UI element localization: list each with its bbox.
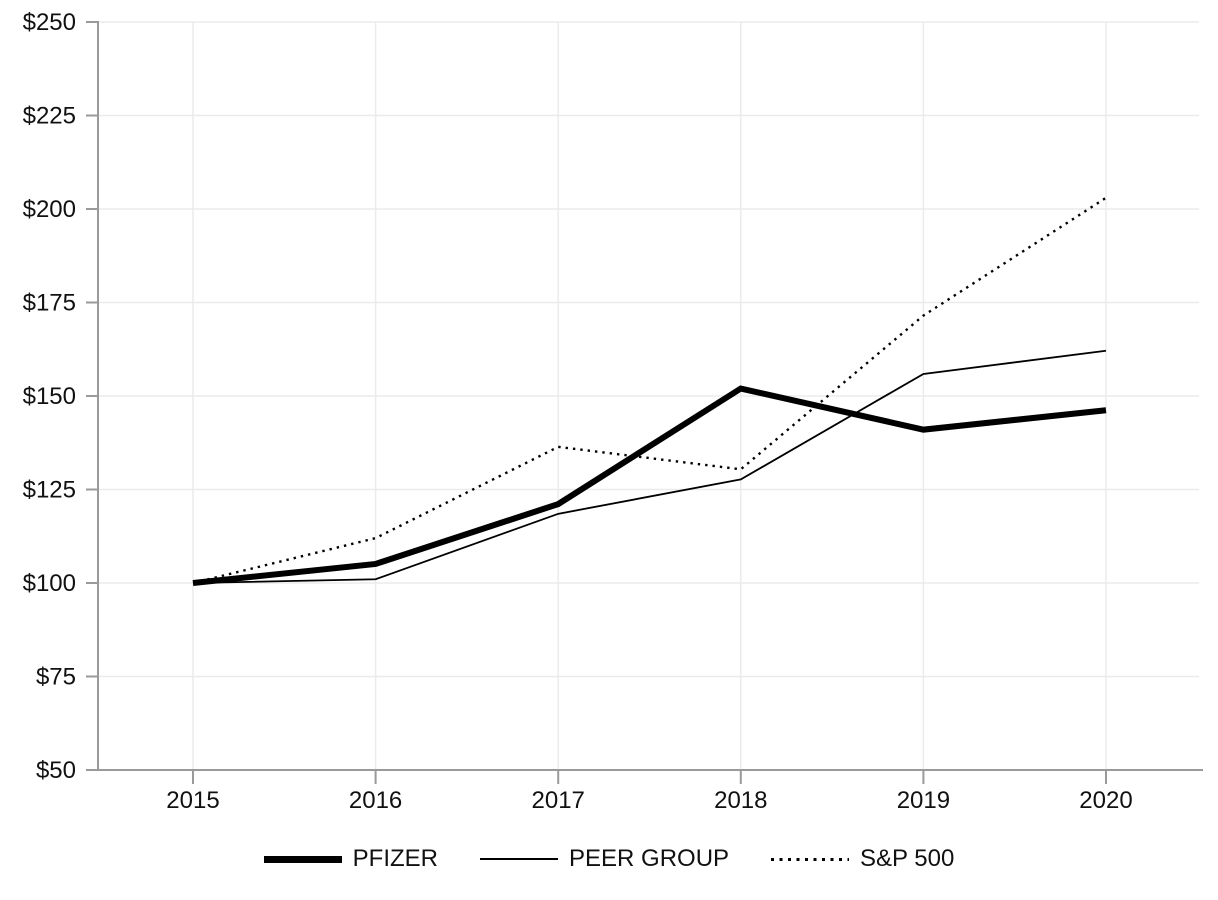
legend-item-peer-group: PEER GROUP — [480, 845, 729, 873]
x-tick-label: 2015 — [166, 787, 219, 814]
y-tick-label: $150 — [23, 383, 76, 410]
legend-label-sp500: S&P 500 — [860, 845, 955, 872]
y-tick-label: $100 — [23, 570, 76, 597]
x-tick-label: 2019 — [897, 787, 950, 814]
series-line-peer-group — [192, 349, 1107, 584]
x-tick-label: 2020 — [1079, 787, 1132, 814]
y-tick-label: $50 — [36, 757, 76, 784]
x-tick-label: 2018 — [714, 787, 767, 814]
legend-item-sp500: S&P 500 — [771, 845, 954, 873]
chart-legend: PFIZER PEER GROUP S&P 500 — [0, 845, 1218, 873]
legend-item-pfizer: PFIZER — [263, 845, 438, 873]
y-tick-label: $200 — [23, 196, 76, 223]
y-tick-label: $175 — [23, 290, 76, 317]
legend-label-pfizer: PFIZER — [352, 845, 438, 872]
y-tick-label: $125 — [23, 477, 76, 504]
x-tick-label: 2017 — [532, 787, 585, 814]
sp500-line-swatch — [771, 857, 850, 861]
legend-label-peer-group: PEER GROUP — [569, 845, 730, 872]
pfizer-line-swatch — [263, 855, 342, 863]
series-line-s-p-500 — [192, 196, 1107, 585]
series-line-pfizer — [192, 385, 1107, 586]
y-tick-label: $250 — [23, 9, 76, 36]
peer-group-line-swatch — [480, 858, 558, 860]
performance-line-chart: $50 $75 $100 $125 $150 $175 $200 $225 $250 2015 20… — [23, 9, 1203, 814]
x-tick-label: 2016 — [349, 787, 402, 814]
y-tick-label: $225 — [23, 103, 76, 130]
y-tick-label: $75 — [36, 664, 76, 691]
